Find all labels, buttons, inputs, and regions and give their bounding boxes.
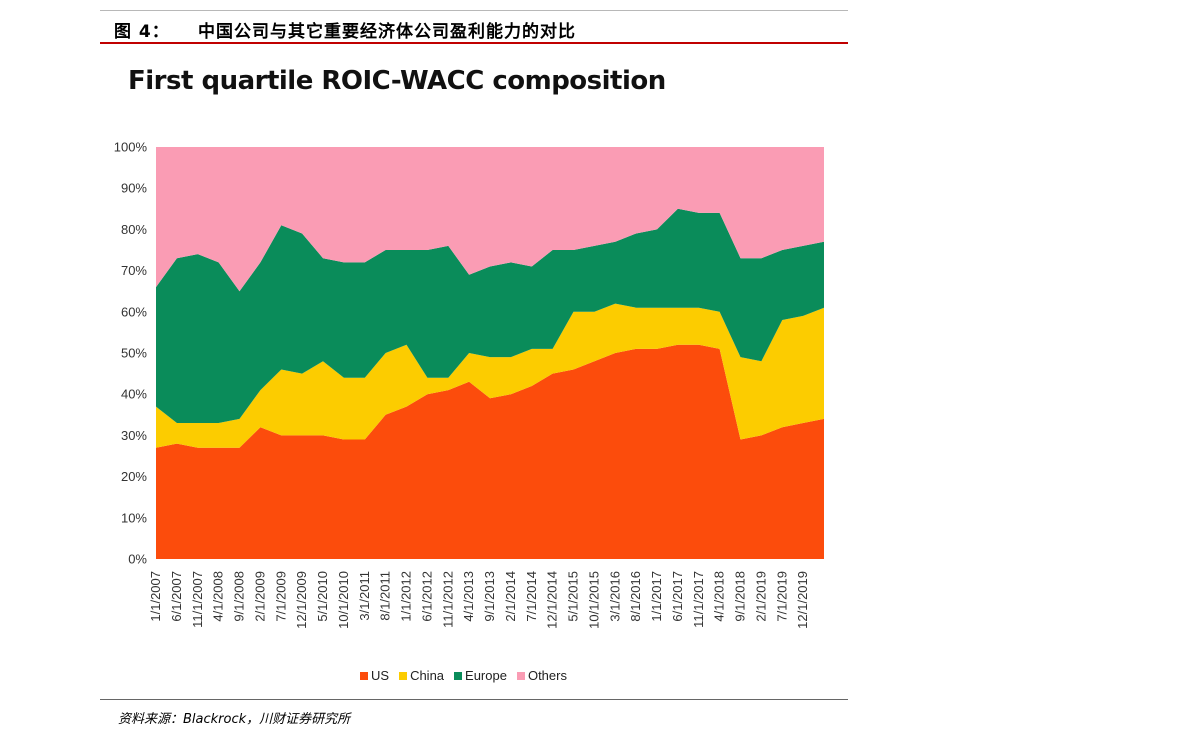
x-tick-label: 4/1/2008 [211, 571, 226, 622]
legend-item-others: Others [516, 668, 567, 683]
y-tick-label: 70% [121, 263, 147, 278]
legend-label: China [410, 668, 445, 683]
x-tick-label: 11/1/2012 [440, 571, 455, 628]
x-tick-label: 12/1/2014 [545, 571, 560, 629]
x-tick-label: 2/1/2009 [252, 571, 267, 622]
x-tick-label: 12/1/2009 [294, 571, 309, 629]
x-tick-label: 8/1/2016 [628, 571, 643, 622]
area-china [156, 303, 824, 448]
figure-header: 图 4： 中国公司与其它重要经济体公司盈利能力的对比 [100, 10, 848, 44]
y-tick-label: 80% [121, 222, 147, 237]
x-tick-label: 8/1/2011 [378, 571, 393, 621]
x-tick-label: 9/1/2018 [733, 571, 748, 622]
x-tick-label: 4/1/2013 [461, 571, 476, 622]
x-tick-label: 2/1/2019 [753, 571, 768, 622]
y-tick-label: 0% [128, 552, 147, 567]
chart-legend: US China Europe Others [360, 668, 567, 683]
legend-label: US [371, 668, 390, 683]
x-axis: 1/1/2007 6/1/2007 11/1/2007 4/1/2008 9/1/200… [148, 571, 810, 629]
x-tick-label: 7/1/2019 [774, 571, 789, 622]
chart-title: First quartile ROIC-WACC composition [128, 66, 666, 96]
x-tick-label: 12/1/2019 [795, 571, 810, 629]
chart-areas [156, 147, 824, 559]
y-tick-label: 10% [121, 510, 147, 525]
x-tick-label: 3/1/2011 [357, 571, 372, 621]
y-tick-label: 60% [121, 304, 147, 319]
legend-label: Europe [465, 668, 507, 683]
x-tick-label: 7/1/2009 [273, 571, 288, 622]
x-tick-label: 6/1/2012 [419, 571, 434, 622]
figure-title: 中国公司与其它重要经济体公司盈利能力的对比 [198, 22, 576, 42]
legend-label: Others [527, 668, 567, 683]
y-tick-label: 20% [121, 469, 147, 484]
y-tick-label: 30% [121, 428, 147, 443]
legend-swatch [399, 671, 408, 680]
legend-swatch [454, 671, 463, 680]
x-tick-label: 4/1/2018 [712, 571, 727, 622]
x-tick-label: 9/1/2008 [232, 571, 247, 622]
area-others [156, 147, 824, 292]
x-tick-label: 6/1/2017 [670, 571, 685, 622]
figure-label: 图 4： [114, 22, 170, 42]
y-tick-label: 100% [114, 140, 148, 155]
y-axis: 0% 10% 20% 30% 40% 50% 60% 70% 80% 90% 100% [114, 140, 148, 567]
x-tick-label: 10/1/2010 [336, 571, 351, 629]
x-tick-label: 1/1/2012 [399, 571, 414, 622]
legend-swatch [360, 671, 368, 680]
x-tick-label: 3/1/2016 [607, 571, 622, 622]
x-tick-label: 9/1/2013 [482, 571, 497, 622]
x-tick-label: 10/1/2015 [586, 571, 601, 629]
footer-divider [100, 699, 848, 700]
legend-swatch [516, 671, 525, 680]
x-tick-label: 1/1/2017 [649, 571, 664, 622]
area-us [156, 344, 824, 559]
x-tick-label: 7/1/2014 [524, 571, 539, 622]
source-note: 资料来源：Blackrock，川财证券研究所 [118, 712, 351, 727]
y-tick-label: 50% [121, 346, 147, 361]
x-tick-label: 11/1/2007 [190, 571, 205, 628]
x-tick-label: 11/1/2017 [691, 571, 706, 628]
area-europe [156, 208, 824, 423]
legend-item-china: China [399, 668, 444, 683]
x-tick-label: 5/1/2010 [315, 571, 330, 622]
x-tick-label: 1/1/2007 [148, 571, 163, 622]
y-tick-label: 40% [121, 387, 147, 402]
x-tick-label: 2/1/2014 [503, 571, 518, 622]
x-tick-label: 6/1/2007 [169, 571, 184, 622]
legend-item-us: US [360, 668, 389, 683]
x-tick-label: 5/1/2015 [566, 571, 581, 622]
legend-item-europe: Europe [454, 668, 507, 683]
y-tick-label: 90% [121, 181, 147, 196]
